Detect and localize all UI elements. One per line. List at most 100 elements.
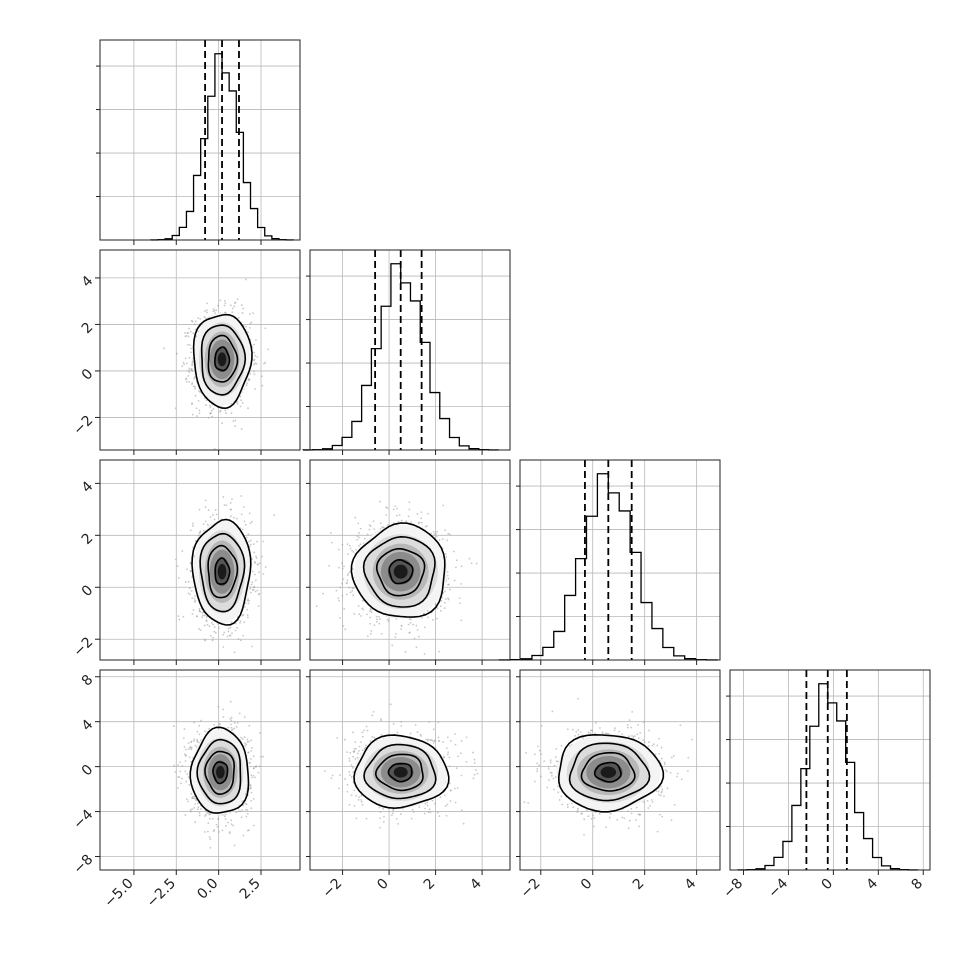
sample-point — [198, 390, 200, 393]
sample-point — [187, 335, 190, 338]
sample-point — [207, 416, 210, 419]
sample-point — [245, 815, 248, 818]
sample-point — [194, 387, 196, 390]
sample-point — [349, 591, 352, 594]
sample-point — [194, 394, 197, 397]
sample-point — [241, 312, 244, 314]
sample-point — [213, 448, 216, 450]
contour-line — [350, 522, 446, 618]
sample-point — [208, 817, 211, 820]
sample-point — [468, 557, 471, 560]
sample-point — [430, 532, 433, 535]
sample-point — [205, 814, 207, 816]
sample-point — [338, 548, 340, 551]
sample-point — [426, 609, 429, 612]
sample-point — [423, 652, 426, 655]
sample-point — [189, 561, 192, 564]
sample-point — [240, 304, 243, 306]
sample-point — [256, 589, 259, 592]
sample-point — [224, 302, 227, 305]
sample-point — [196, 808, 199, 811]
sample-point — [184, 581, 187, 583]
sample-point — [184, 378, 187, 381]
sample-point — [230, 719, 233, 722]
sample-point — [178, 618, 181, 621]
sample-point — [254, 590, 257, 593]
sample-point — [219, 299, 222, 302]
sample-point — [408, 508, 411, 511]
sample-point — [262, 540, 265, 543]
sample-point — [204, 815, 206, 817]
sample-point — [436, 535, 438, 538]
sample-point — [191, 597, 194, 599]
sample-point — [250, 750, 253, 752]
sample-point — [366, 635, 369, 638]
sample-point — [197, 317, 200, 319]
sample-point — [447, 577, 450, 580]
sample-point — [444, 598, 447, 600]
sample-point — [443, 607, 446, 610]
sample-point — [249, 787, 252, 790]
sample-point — [404, 650, 407, 653]
sample-point — [420, 521, 423, 524]
sample-point — [235, 517, 238, 520]
sample-point — [181, 777, 183, 780]
sample-point — [251, 581, 254, 584]
sample-point — [378, 622, 381, 625]
sample-point — [356, 538, 359, 541]
sample-point — [221, 829, 224, 832]
density-content — [100, 250, 300, 450]
sample-point — [208, 404, 211, 407]
sample-point — [191, 576, 193, 579]
sample-point — [246, 608, 248, 611]
sample-point — [254, 354, 257, 357]
sample-point — [203, 624, 206, 627]
sample-point — [221, 422, 224, 425]
sample-point — [231, 307, 234, 310]
sample-point — [231, 311, 234, 314]
sample-point — [421, 616, 423, 619]
sample-point — [185, 780, 188, 783]
sample-point — [237, 316, 240, 319]
sample-point — [413, 637, 416, 640]
sample-point — [246, 599, 249, 602]
sample-point — [249, 326, 251, 329]
sample-point — [229, 717, 232, 720]
sample-point — [241, 528, 244, 531]
sample-point — [245, 536, 248, 539]
sample-point — [222, 633, 225, 636]
sample-point — [223, 815, 226, 818]
sample-point — [427, 616, 429, 619]
sample-point — [188, 380, 191, 383]
sample-point — [233, 651, 236, 654]
sample-point — [440, 599, 443, 602]
sample-point — [204, 520, 207, 523]
sample-point — [247, 331, 249, 333]
sample-point — [459, 602, 462, 605]
sample-point — [206, 623, 209, 626]
sample-point — [249, 522, 252, 525]
sample-point — [254, 362, 257, 365]
sample-point — [243, 716, 246, 719]
sample-point — [198, 724, 201, 727]
sample-point — [385, 506, 388, 509]
panel-frame — [309, 459, 511, 661]
sample-point — [199, 531, 201, 534]
sample-point — [213, 630, 216, 633]
sample-point — [369, 610, 372, 613]
sample-point — [444, 529, 446, 532]
sample-point — [231, 498, 233, 501]
sample-point — [228, 634, 231, 637]
sample-point — [433, 533, 436, 536]
sample-point — [174, 407, 177, 410]
sample-point — [244, 278, 247, 281]
sample-point — [369, 632, 372, 635]
sample-point — [177, 786, 179, 789]
sample-point — [185, 798, 188, 801]
sample-point — [343, 607, 346, 610]
sample-point — [329, 532, 332, 534]
sample-point — [341, 567, 344, 570]
contour-line — [214, 346, 231, 372]
sample-point — [358, 613, 361, 615]
